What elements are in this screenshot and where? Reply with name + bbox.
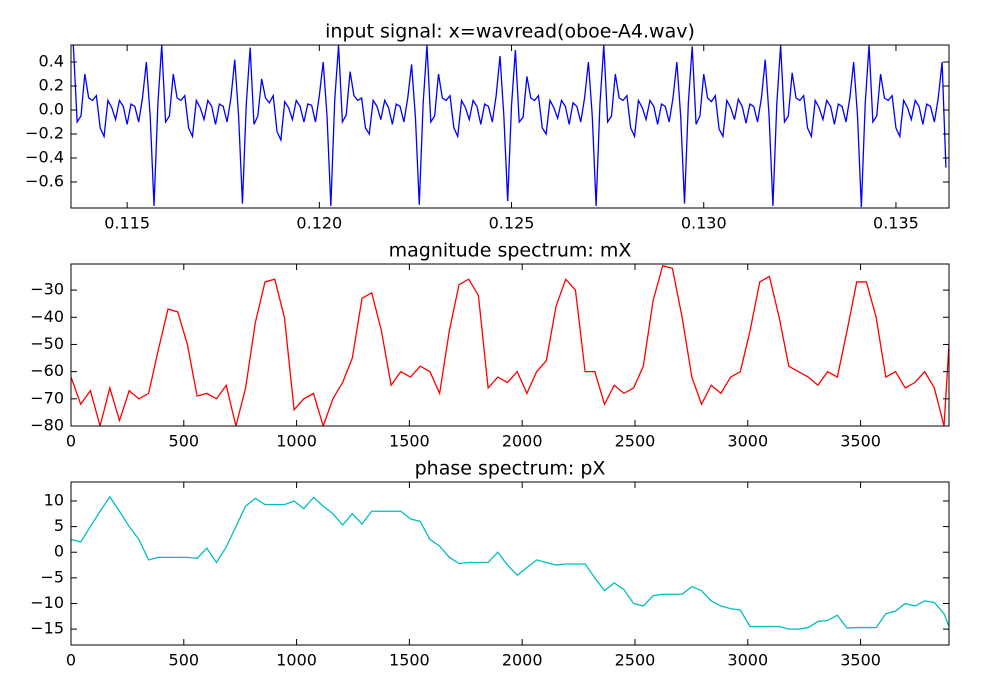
y-tick-label: 10: [44, 490, 64, 509]
x-tick-label: 2000: [502, 651, 543, 670]
x-tick-label: 0: [66, 432, 76, 451]
x-tick-label: 500: [169, 432, 200, 451]
x-tick-label: 3500: [840, 651, 881, 670]
x-tick-label: 0.135: [873, 214, 919, 233]
axes-frame: [70, 481, 950, 646]
axes-frame: [70, 44, 950, 209]
x-tick-label: 1500: [389, 432, 430, 451]
y-tick-label: −0.2: [25, 123, 64, 142]
x-tick-label: 1500: [389, 651, 430, 670]
x-tick-label: 1000: [276, 432, 317, 451]
x-tick-label: 500: [169, 651, 200, 670]
y-tick-label: −0.4: [25, 147, 64, 166]
y-tick-label: 0: [54, 542, 64, 561]
subplot: phase spectrum: pX 0 500 1000 1500 2000 2500 30…: [30, 458, 950, 670]
subplot-title: input signal: x=wavread(oboe-A4.wav): [325, 21, 695, 43]
x-tick-label: 0.125: [489, 214, 535, 233]
y-tick-label: −80: [30, 416, 64, 435]
signal-line: [72, 45, 947, 208]
x-tick-label: 1000: [276, 651, 317, 670]
y-tick-label: −0.6: [25, 171, 64, 190]
axes-frame: [70, 263, 950, 427]
x-tick-label: 3000: [727, 651, 768, 670]
y-tick-label: −70: [30, 388, 64, 407]
subplot-title: magnitude spectrum: mX: [389, 240, 632, 262]
y-tick-label: 0.4: [39, 52, 64, 71]
x-tick-label: 0.120: [296, 214, 342, 233]
y-tick-label: 0.2: [39, 76, 64, 95]
x-tick-label: 3500: [840, 432, 881, 451]
x-tick-label: 2500: [615, 432, 656, 451]
subplot: input signal: x=wavread(oboe-A4.wav) 0.11…: [25, 21, 950, 233]
x-tick-label: 0.115: [104, 214, 150, 233]
signal-line: [71, 264, 949, 426]
y-tick-label: −60: [30, 361, 64, 380]
y-tick-label: 5: [54, 516, 64, 535]
y-tick-label: −30: [30, 280, 64, 299]
y-tick-label: −10: [30, 593, 64, 612]
subplot-title: phase spectrum: pX: [415, 458, 606, 480]
x-tick-label: 2000: [502, 432, 543, 451]
y-tick-label: 0.0: [39, 100, 64, 119]
x-tick-label: 0: [66, 651, 76, 670]
signal-line: [71, 495, 949, 630]
y-tick-label: −40: [30, 307, 64, 326]
y-tick-label: −5: [40, 567, 64, 586]
y-tick-label: −15: [30, 619, 64, 638]
x-tick-label: 2500: [615, 651, 656, 670]
subplot: magnitude spectrum: mX 0 500 1000 1500 2000 25…: [30, 240, 950, 451]
x-tick-label: 3000: [727, 432, 768, 451]
y-tick-label: −50: [30, 334, 64, 353]
x-tick-label: 0.130: [681, 214, 727, 233]
